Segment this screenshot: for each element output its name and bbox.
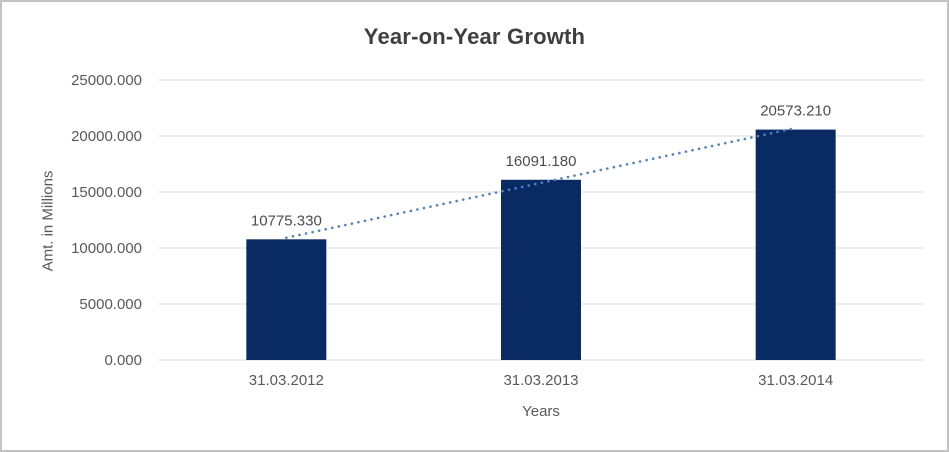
x-axis-title: Years — [522, 403, 560, 420]
y-tick-label: 0.000 — [104, 352, 142, 369]
y-axis-title: Amt. in Millions — [39, 170, 57, 272]
y-tick-label: 5000.000 — [79, 296, 142, 313]
bar-data-label: 10775.330 — [251, 212, 322, 229]
y-tick-label: 15000.000 — [71, 184, 142, 201]
bar — [755, 129, 836, 360]
y-tick-label: 20000.000 — [71, 128, 142, 145]
trendline — [285, 126, 797, 240]
x-category-label: 31.03.2014 — [758, 372, 833, 389]
bar — [501, 179, 581, 360]
bar — [246, 239, 327, 360]
y-tick-label: 10000.000 — [71, 240, 142, 257]
chart-title: Year-on-Year Growth — [363, 24, 586, 49]
x-category-label: 31.03.2012 — [249, 372, 324, 389]
bar-data-label: 20573.210 — [760, 103, 831, 120]
y-tick-label: 25000.000 — [71, 72, 142, 89]
x-category-label: 31.03.2013 — [503, 372, 578, 389]
bar-data-label: 16091.180 — [506, 153, 577, 170]
